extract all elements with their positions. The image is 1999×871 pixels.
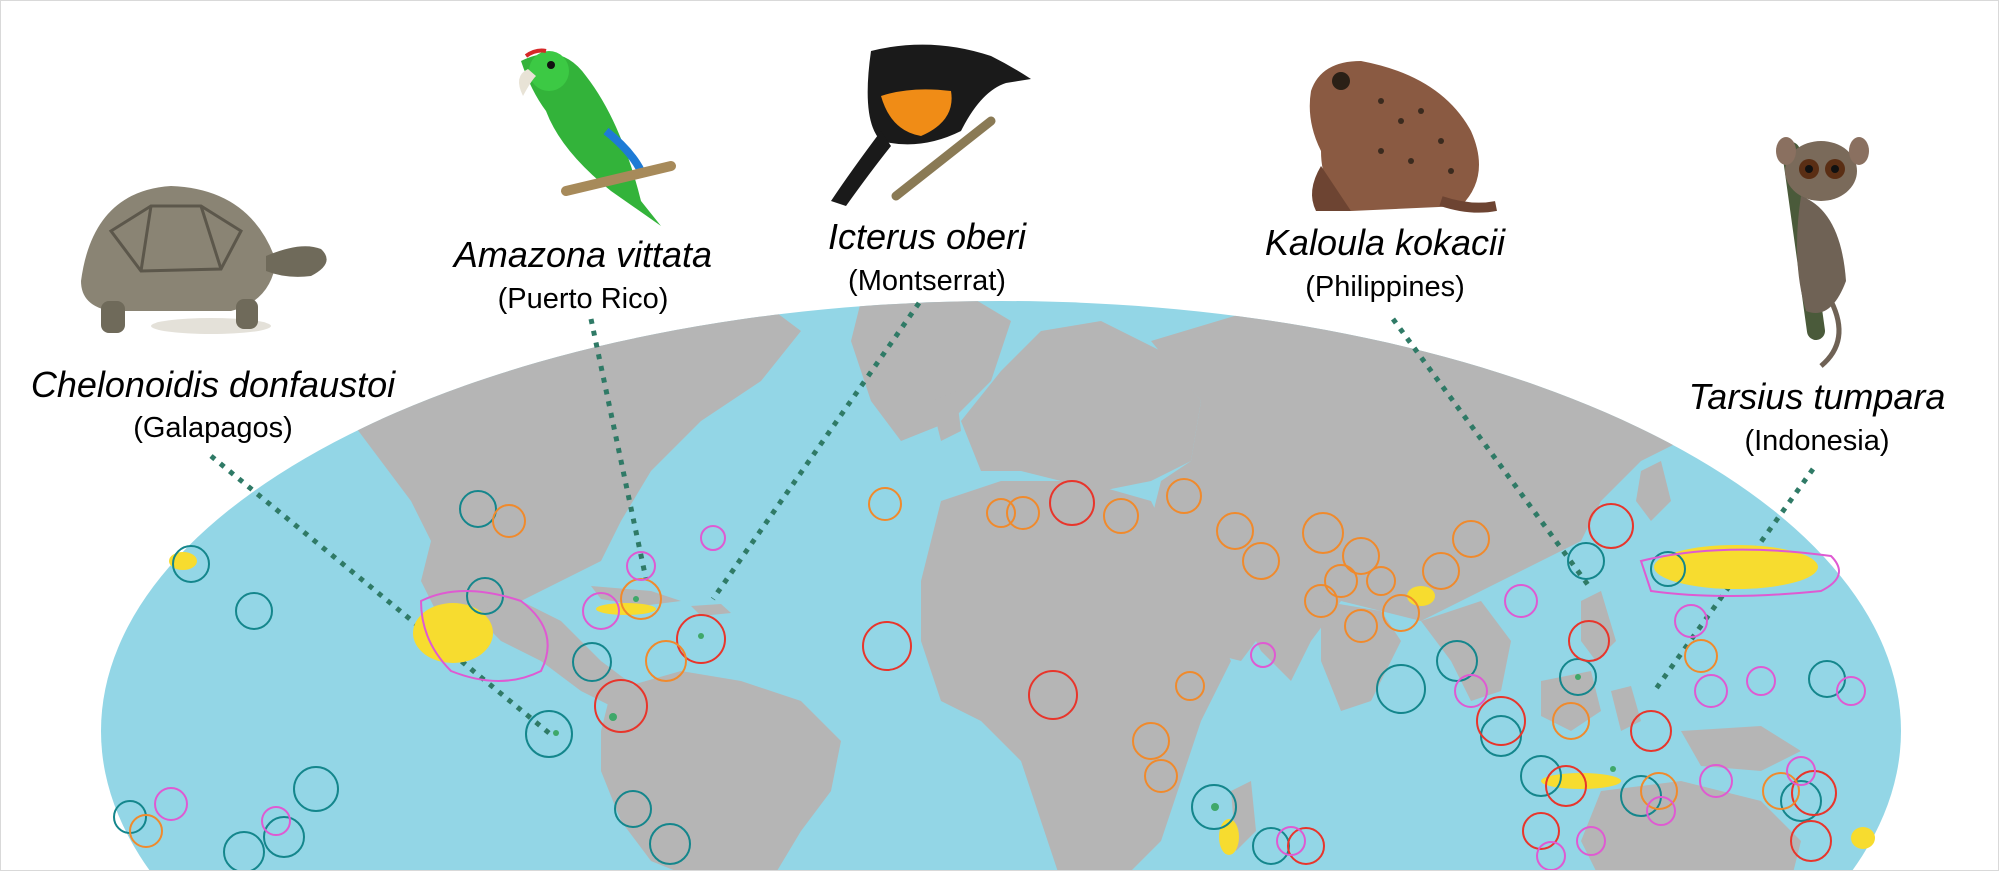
leader-line-puerto-rico: [588, 318, 649, 580]
species-location: (Philippines): [1305, 271, 1465, 303]
label-icterus: Icterus oberi (Montserrat): [828, 216, 1027, 297]
label-chelonoidis: Chelonoidis donfaustoi (Galapagos): [31, 364, 396, 444]
hotspot-dots: [553, 596, 1616, 811]
leader-line-montserrat: [710, 301, 922, 601]
tortoise-illustration: [81, 186, 327, 334]
species-location: (Puerto Rico): [498, 283, 669, 315]
range-patches: [169, 545, 1875, 855]
south-america: [601, 671, 841, 870]
tarsier-illustration: [1776, 137, 1869, 368]
species-name: Amazona vittata: [452, 234, 712, 275]
central-america: [471, 601, 641, 711]
japan: [1636, 461, 1671, 521]
leader-line-indonesia: [1650, 467, 1816, 695]
species-location: (Indonesia): [1744, 425, 1889, 457]
leader-line-galapagos: [209, 454, 551, 735]
label-tarsius: Tarsius tumpara (Indonesia): [1689, 376, 1946, 457]
species-name: Kaloula kokacii: [1265, 222, 1506, 263]
leader-line-philippines: [1390, 317, 1594, 591]
oriole-illustration: [831, 44, 1031, 206]
greenland: [851, 301, 1011, 441]
hispaniola: [691, 604, 731, 616]
borneo: [1541, 671, 1601, 731]
species-location: (Galapagos): [133, 412, 293, 444]
leader-lines: [209, 301, 1816, 735]
range-rings: [113, 478, 1866, 870]
species-name: Tarsius tumpara: [1689, 376, 1946, 417]
species-name: Icterus oberi: [828, 216, 1027, 257]
label-kaloula: Kaloula kokacii (Philippines): [1265, 222, 1506, 303]
asia: [1151, 301, 1701, 681]
new-guinea: [1681, 726, 1801, 771]
australia: [1581, 781, 1801, 870]
label-amazona: Amazona vittata (Puerto Rico): [452, 234, 712, 315]
species-location: (Montserrat): [848, 265, 1006, 297]
philippines: [1581, 591, 1616, 661]
frog-illustration: [1309, 61, 1497, 213]
southeast-asia: [1421, 601, 1511, 701]
europe: [961, 321, 1201, 491]
species-name: Chelonoidis donfaustoi: [31, 364, 396, 405]
africa: [921, 481, 1231, 870]
india: [1321, 601, 1401, 711]
parrot-illustration: [519, 48, 676, 227]
british-isles: [931, 391, 961, 441]
